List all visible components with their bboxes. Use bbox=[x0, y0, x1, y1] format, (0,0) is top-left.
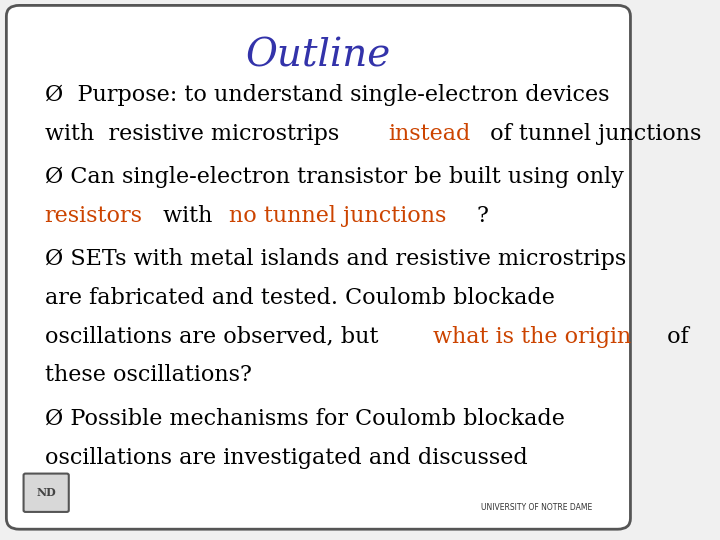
Text: of: of bbox=[660, 326, 688, 348]
FancyBboxPatch shape bbox=[6, 5, 631, 529]
Text: no tunnel junctions: no tunnel junctions bbox=[229, 205, 446, 227]
Text: Outline: Outline bbox=[246, 38, 391, 75]
Text: ?: ? bbox=[477, 205, 489, 227]
Text: with  resistive microstrips: with resistive microstrips bbox=[45, 123, 346, 145]
Text: Ø  Purpose: to understand single-electron devices: Ø Purpose: to understand single-electron… bbox=[45, 84, 609, 106]
Text: Ø SETs with metal islands and resistive microstrips: Ø SETs with metal islands and resistive … bbox=[45, 248, 626, 270]
Text: oscillations are observed, but: oscillations are observed, but bbox=[45, 326, 385, 348]
Text: Ø Can single-electron transistor be built using only: Ø Can single-electron transistor be buil… bbox=[45, 166, 624, 188]
Text: Ø Possible mechanisms for Coulomb blockade: Ø Possible mechanisms for Coulomb blocka… bbox=[45, 408, 564, 430]
FancyBboxPatch shape bbox=[24, 474, 69, 512]
Text: of tunnel junctions: of tunnel junctions bbox=[482, 123, 701, 145]
Text: resistors: resistors bbox=[45, 205, 143, 227]
Text: oscillations are investigated and discussed: oscillations are investigated and discus… bbox=[45, 447, 527, 469]
Text: UNIVERSITY OF NOTRE DAME: UNIVERSITY OF NOTRE DAME bbox=[481, 503, 593, 512]
Text: with: with bbox=[156, 205, 220, 227]
Text: instead: instead bbox=[389, 123, 471, 145]
Text: what is the origin: what is the origin bbox=[433, 326, 631, 348]
Text: are fabricated and tested. Coulomb blockade: are fabricated and tested. Coulomb block… bbox=[45, 287, 554, 309]
Text: these oscillations?: these oscillations? bbox=[45, 364, 251, 387]
Text: ND: ND bbox=[37, 487, 56, 498]
